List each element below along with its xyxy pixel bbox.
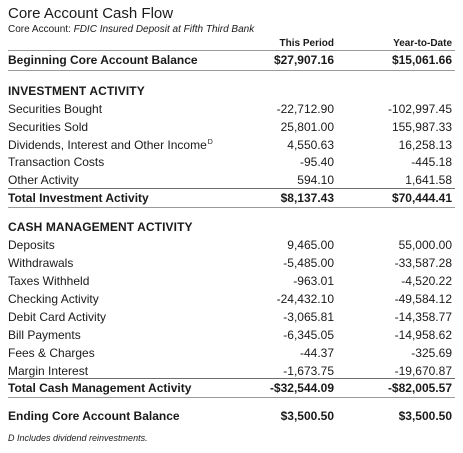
- row-label: Deposits: [8, 238, 55, 252]
- row-label: Dividends, Interest and Other IncomeD: [8, 138, 213, 152]
- subtitle-label: Core Account:: [8, 24, 71, 35]
- row-ytd-value: -19,670.87: [394, 364, 452, 378]
- investment-total-divider: [8, 188, 455, 189]
- row-period-value: -963.01: [293, 274, 334, 288]
- beginning-divider: [8, 70, 455, 71]
- row-label: Securities Bought: [8, 102, 103, 116]
- row-ytd-value: -4,520.22: [401, 274, 452, 288]
- footnote-marker: D: [207, 139, 213, 146]
- investment-end-divider: [8, 207, 455, 208]
- row-period-value: -1,673.75: [283, 364, 334, 378]
- row-period-value: -6,345.05: [283, 328, 334, 342]
- row-ytd-value: -325.69: [411, 346, 452, 360]
- row-period-value: -22,712.90: [276, 102, 334, 116]
- row-ytd-value: -33,587.28: [394, 256, 452, 270]
- footnote: D Includes dividend reinvestments.: [8, 433, 148, 443]
- cash-management-total-label: Total Cash Management Activity: [8, 381, 192, 395]
- row-ytd-value: -102,997.45: [387, 102, 452, 116]
- row-ytd-value: 1,641.58: [405, 173, 452, 187]
- row-ytd-value: 16,258.13: [398, 138, 452, 152]
- investment-total-period: $8,137.43: [280, 191, 334, 205]
- row-label: Debit Card Activity: [8, 310, 107, 324]
- row-ytd-value: -49,584.12: [394, 292, 452, 306]
- row-ytd-value: 155,987.33: [391, 120, 452, 134]
- row-ytd-value: -14,958.62: [394, 328, 452, 342]
- cash-total-divider: [8, 378, 455, 379]
- row-period-value: 25,801.00: [280, 120, 334, 134]
- cash-management-heading: CASH MANAGEMENT ACTIVITY: [8, 220, 193, 234]
- beginning-balance-ytd: $15,061.66: [391, 53, 452, 67]
- subtitle-value: FDIC Insured Deposit at Fifth Third Bank: [73, 24, 255, 35]
- row-period-value: 4,550.63: [287, 138, 334, 152]
- dividends-label-text: Dividends, Interest and Other Income: [8, 138, 207, 152]
- row-label: Taxes Withheld: [8, 274, 90, 288]
- cash-management-total-period: -$32,544.09: [269, 381, 334, 395]
- ending-balance-ytd: $3,500.50: [398, 409, 452, 423]
- row-period-value: 594.10: [297, 173, 334, 187]
- column-header-this-period: This Period: [279, 38, 334, 49]
- row-period-value: -3,065.81: [283, 310, 334, 324]
- row-label: Margin Interest: [8, 364, 89, 378]
- ending-balance-period: $3,500.50: [280, 409, 334, 423]
- investment-total-label: Total Investment Activity: [8, 191, 149, 205]
- row-period-value: -95.40: [299, 155, 334, 169]
- beginning-balance-period: $27,907.16: [273, 53, 334, 67]
- row-period-value: 9,465.00: [287, 238, 334, 252]
- row-label: Securities Sold: [8, 120, 89, 134]
- investment-total-ytd: $70,444.41: [391, 191, 452, 205]
- header-divider: [8, 50, 455, 51]
- row-label: Other Activity: [8, 173, 79, 187]
- row-label: Checking Activity: [8, 292, 99, 306]
- row-label: Bill Payments: [8, 328, 81, 342]
- row-ytd-value: -445.18: [411, 155, 452, 169]
- ending-balance-label: Ending Core Account Balance: [8, 409, 180, 423]
- beginning-balance-label: Beginning Core Account Balance: [8, 53, 198, 67]
- row-ytd-value: -14,358.77: [394, 310, 452, 324]
- investment-activity-heading: INVESTMENT ACTIVITY: [8, 84, 145, 98]
- row-ytd-value: 55,000.00: [398, 238, 452, 252]
- cash-management-total-ytd: -$82,005.57: [387, 381, 452, 395]
- row-period-value: -44.37: [299, 346, 334, 360]
- column-header-year-to-date: Year-to-Date: [393, 38, 452, 49]
- cash-end-divider: [8, 397, 455, 398]
- row-label: Withdrawals: [8, 256, 74, 270]
- row-label: Fees & Charges: [8, 346, 95, 360]
- row-period-value: -24,432.10: [276, 292, 334, 306]
- page-title: Core Account Cash Flow: [8, 5, 174, 22]
- row-period-value: -5,485.00: [283, 256, 334, 270]
- row-label: Transaction Costs: [8, 155, 105, 169]
- account-subtitle: Core Account: FDIC Insured Deposit at Fi…: [8, 24, 254, 35]
